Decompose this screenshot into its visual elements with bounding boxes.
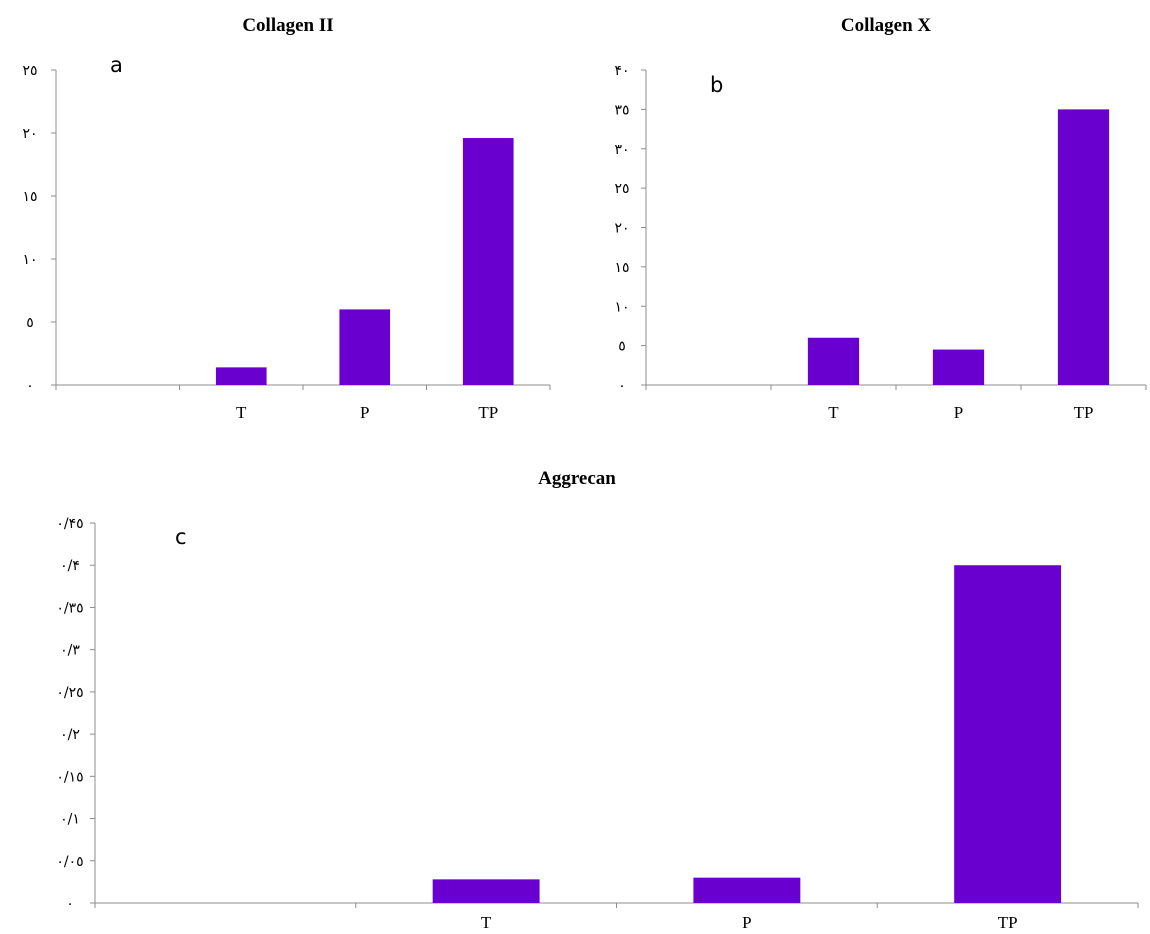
y-tick-label: ٢٠ [22, 126, 37, 142]
y-tick-label: ١٥ [614, 260, 629, 276]
y-tick-label: ٣٥ [614, 102, 629, 118]
chart-aggrecan: Aggrecan c ٠ ٠/٠٥ ٠/١ ٠/١٥ ٠/٢ ٠/٢٥ ٠/٣ ٠/٣٥ ٠/۴ ٠/… [56, 468, 1139, 932]
y-tick-label: ٥ [618, 339, 626, 355]
y-tick-label: ٠/١ [60, 812, 80, 828]
bar-p [339, 309, 391, 385]
y-tick-label: ٢٥ [614, 181, 629, 197]
y-tick-label: ٠/٣ [60, 643, 80, 659]
bar-p [693, 877, 801, 903]
y-tick-label: ٠/٠٥ [56, 854, 83, 870]
x-category-label: TP [1074, 403, 1094, 422]
y-tick-label: ٠/۴٥ [56, 516, 83, 532]
x-category-label: P [360, 403, 369, 422]
panel-label: a [110, 53, 123, 77]
x-category-label: TP [478, 403, 498, 422]
bar-tp [954, 565, 1062, 903]
y-tick-label: ٠ [618, 378, 626, 394]
x-category-label: T [828, 403, 839, 422]
x-category-label: P [954, 403, 963, 422]
bar-tp [462, 138, 514, 385]
y-tick-label: ۴٠ [614, 63, 629, 79]
x-category-label: T [481, 913, 492, 932]
bar-t [215, 367, 267, 385]
y-tick-label: ٥ [26, 315, 34, 331]
bar-tp [1057, 109, 1110, 385]
bar-t [432, 879, 540, 903]
y-tick-label: ١٠ [22, 252, 37, 268]
panel-label: b [710, 73, 723, 97]
panel-label: c [175, 525, 187, 549]
y-tick-label: ٠/٢٥ [56, 685, 83, 701]
chart-title: Collagen X [841, 15, 932, 36]
y-tick-label: ٠/۴ [60, 558, 80, 574]
x-category-label: TP [998, 913, 1018, 932]
bar-t [807, 337, 860, 385]
bar-p [932, 349, 985, 385]
y-tick-label: ٢٥ [22, 63, 37, 79]
y-tick-label: ٠/١٥ [56, 769, 83, 785]
y-tick-label: ١٥ [22, 189, 37, 205]
y-tick-label: ٠ [66, 896, 74, 912]
x-category-label: P [742, 913, 751, 932]
y-tick-label: ٣٠ [614, 142, 629, 158]
y-tick-label: ١٠ [614, 299, 629, 315]
y-tick-label: ٠/٢ [60, 727, 80, 743]
x-category-label: T [236, 403, 247, 422]
y-tick-label: ٠ [26, 378, 34, 394]
y-tick-label: ٠/٣٥ [56, 600, 83, 616]
y-tick-label: ٢٠ [614, 221, 629, 237]
chart-title: Aggrecan [538, 468, 616, 489]
chart-title: Collagen II [242, 15, 333, 36]
